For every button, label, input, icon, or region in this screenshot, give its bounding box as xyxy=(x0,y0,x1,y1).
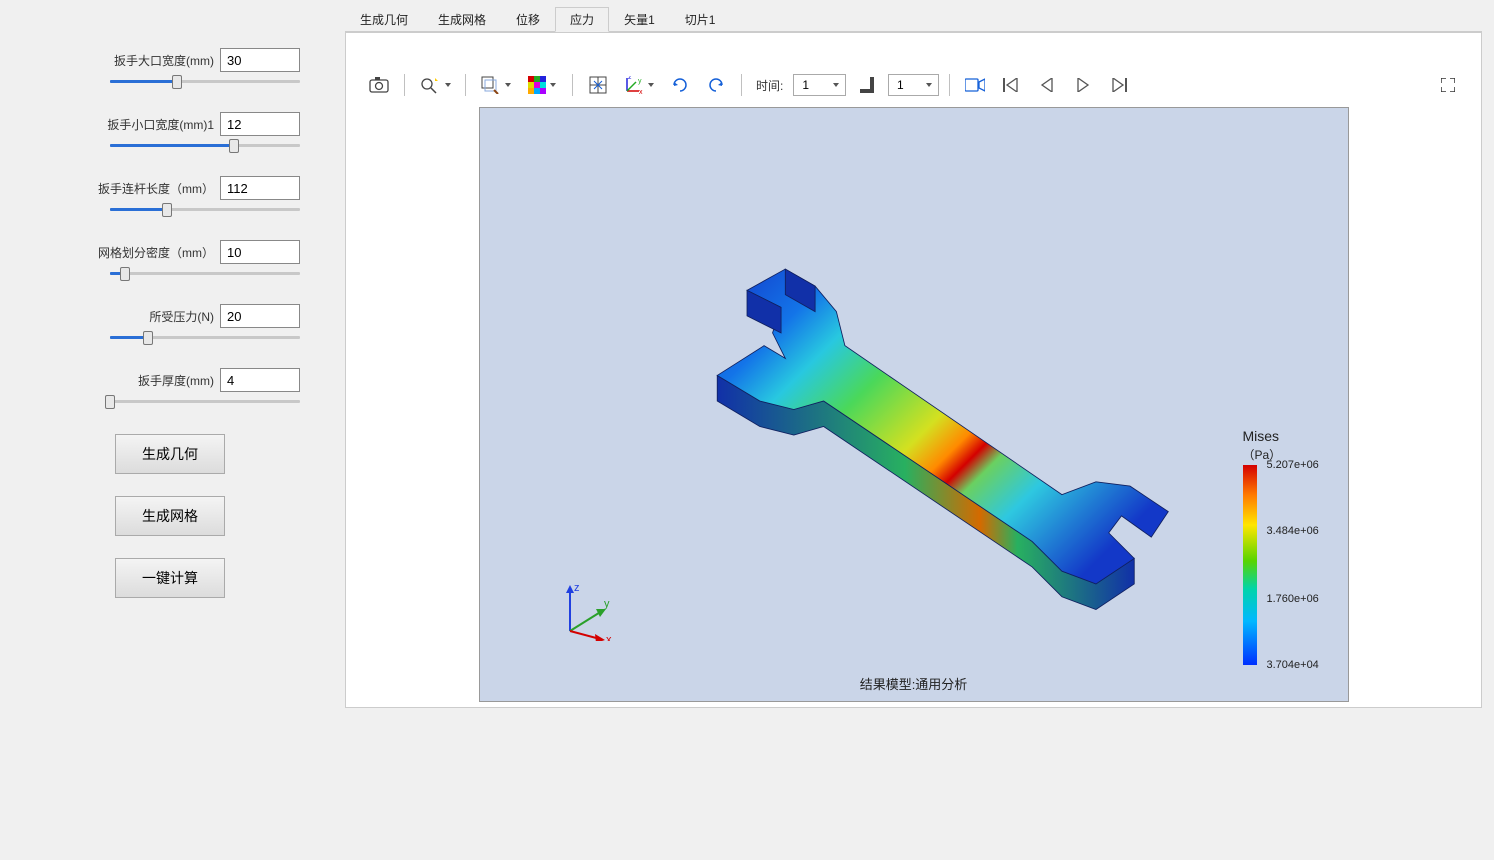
legend-title: Mises xyxy=(1243,428,1363,444)
sidebar: 扳手大口宽度(mm) 扳手小口宽度(mm)1 扳手连杆长度（mm） 网格划分密度（mm… xyxy=(0,0,340,860)
skip-end-icon[interactable] xyxy=(1104,71,1134,99)
svg-text:x: x xyxy=(639,89,643,94)
param-input-0[interactable] xyxy=(220,48,300,72)
tab-bar: 生成几何生成网格位移应力矢量1切片1 xyxy=(345,8,1482,32)
viewer-footer: 结果模型:通用分析 xyxy=(860,674,968,693)
param-label: 扳手小口宽度(mm)1 xyxy=(107,116,214,133)
svg-text:x: x xyxy=(606,634,612,641)
param-label: 扳手厚度(mm) xyxy=(138,372,214,389)
box-brush-icon[interactable] xyxy=(476,71,516,99)
legend-tick: 5.207e+06 xyxy=(1267,459,1319,471)
param-label: 扳手大口宽度(mm) xyxy=(114,52,214,69)
rotate-cw-icon[interactable] xyxy=(665,71,695,99)
axis-triad: z y x xyxy=(560,581,620,641)
param-label: 扳手连杆长度（mm） xyxy=(98,180,214,197)
param-input-5[interactable] xyxy=(220,368,300,392)
tab-1[interactable]: 生成网格 xyxy=(423,7,501,32)
wrench-model xyxy=(630,218,1230,618)
svg-text:z: z xyxy=(574,582,580,594)
legend-ticks: 5.207e+063.484e+061.760e+063.704e+04 xyxy=(1267,465,1347,665)
legend-tick: 1.760e+06 xyxy=(1267,593,1319,605)
legend-tick: 3.704e+04 xyxy=(1267,659,1319,671)
param-row-1: 扳手小口宽度(mm)1 xyxy=(40,112,300,136)
time-select[interactable]: 1 xyxy=(793,74,846,96)
rotate-ccw-icon[interactable] xyxy=(701,71,731,99)
tab-2[interactable]: 位移 xyxy=(501,7,555,32)
color-cube-icon[interactable] xyxy=(522,71,562,99)
param-input-1[interactable] xyxy=(220,112,300,136)
record-icon[interactable] xyxy=(960,71,990,99)
generate-mesh-button[interactable]: 生成网格 xyxy=(115,496,225,536)
expand-icon[interactable] xyxy=(1433,71,1463,99)
svg-text:y: y xyxy=(638,78,642,85)
param-input-2[interactable] xyxy=(220,176,300,200)
tab-0[interactable]: 生成几何 xyxy=(345,7,423,32)
param-slider-1[interactable] xyxy=(110,142,300,148)
play-forward-icon[interactable] xyxy=(1068,71,1098,99)
main-panel: 生成几何生成网格位移应力矢量1切片1 xyxy=(345,8,1482,708)
action-buttons: 生成几何 生成网格 一键计算 xyxy=(40,434,300,598)
play-back-icon[interactable] xyxy=(1032,71,1062,99)
skip-start-icon[interactable] xyxy=(996,71,1026,99)
viewer-toolbar: z yx 时间: 1 1 xyxy=(354,41,1473,107)
color-legend: Mises （Pa） 5.207e+063.484e+061.760e+063.… xyxy=(1243,428,1363,665)
fit-view-icon[interactable] xyxy=(583,71,613,99)
param-slider-4[interactable] xyxy=(110,334,300,340)
zoom-icon[interactable] xyxy=(415,71,455,99)
tab-5[interactable]: 切片1 xyxy=(670,7,731,32)
param-slider-0[interactable] xyxy=(110,78,300,84)
param-row-2: 扳手连杆长度（mm） xyxy=(40,176,300,200)
canvas-3d-view[interactable]: z y x Mises （Pa） 5.207e+063.484e+061.760… xyxy=(479,107,1349,702)
compute-button[interactable]: 一键计算 xyxy=(115,558,225,598)
param-label: 网格划分密度（mm） xyxy=(98,244,214,261)
param-slider-3[interactable] xyxy=(110,270,300,276)
svg-text:y: y xyxy=(604,598,610,610)
generate-geometry-button[interactable]: 生成几何 xyxy=(115,434,225,474)
param-row-5: 扳手厚度(mm) xyxy=(40,368,300,392)
param-row-0: 扳手大口宽度(mm) xyxy=(40,48,300,72)
param-slider-2[interactable] xyxy=(110,206,300,212)
param-input-4[interactable] xyxy=(220,304,300,328)
legend-color-bar xyxy=(1243,465,1257,665)
param-slider-5[interactable] xyxy=(110,398,300,404)
viewer-frame: zyx 时间: 1 1 xyxy=(345,32,1482,708)
svg-text:z: z xyxy=(628,76,632,81)
tab-3[interactable]: 应力 xyxy=(555,7,609,32)
camera-icon[interactable] xyxy=(364,71,394,99)
param-label: 所受压力(N) xyxy=(149,308,214,325)
tab-4[interactable]: 矢量1 xyxy=(609,7,670,32)
time-label: 时间: xyxy=(756,77,783,94)
param-row-3: 网格划分密度（mm） xyxy=(40,240,300,264)
param-row-4: 所受压力(N) xyxy=(40,304,300,328)
end-flag-icon[interactable] xyxy=(852,71,882,99)
axis-orient-icon[interactable]: z yx xyxy=(619,71,659,99)
step-select[interactable]: 1 xyxy=(888,74,939,96)
legend-tick: 3.484e+06 xyxy=(1267,525,1319,537)
param-input-3[interactable] xyxy=(220,240,300,264)
